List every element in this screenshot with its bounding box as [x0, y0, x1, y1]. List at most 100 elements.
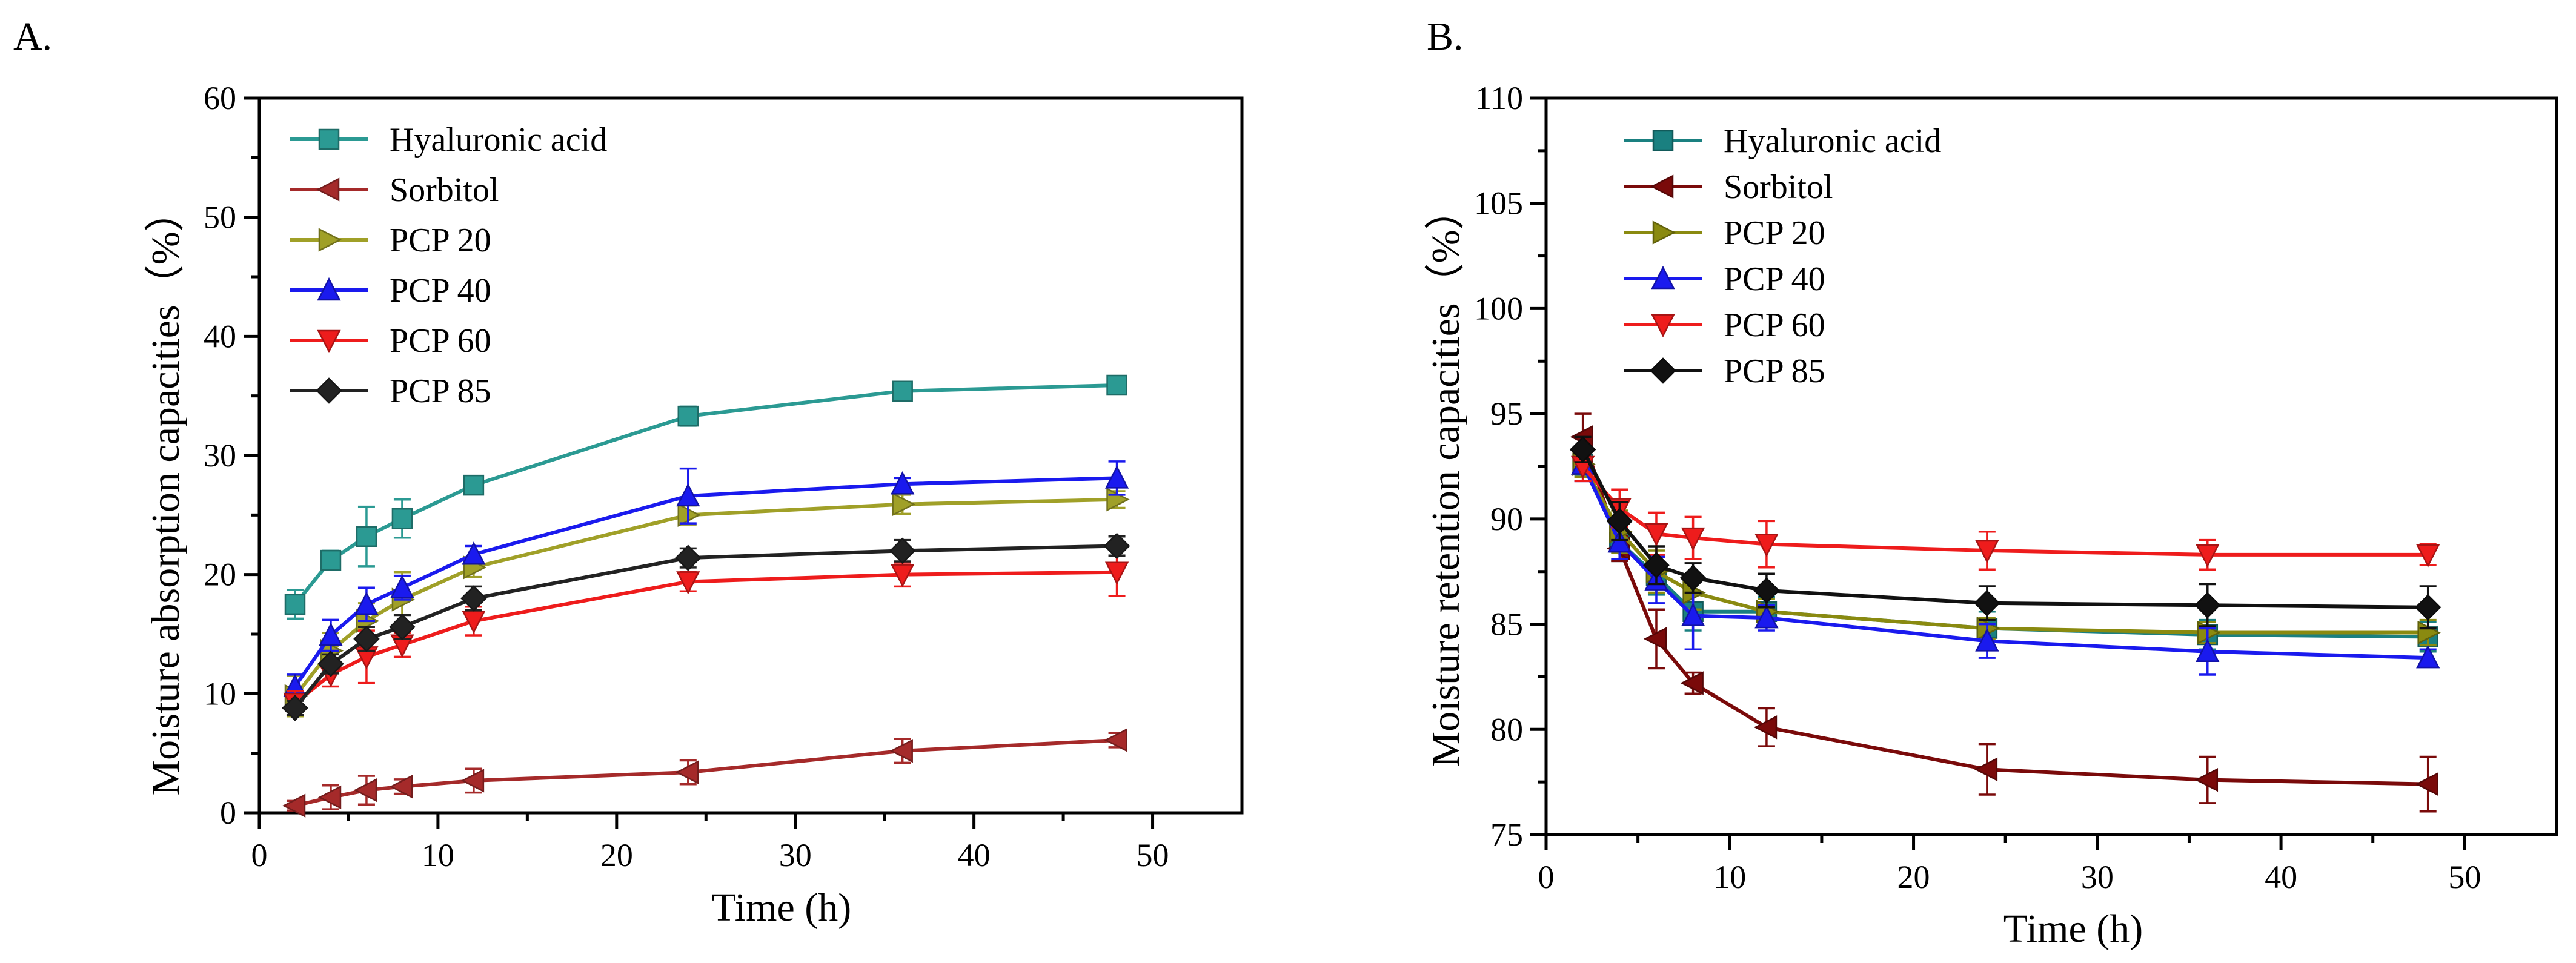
- legend-label: PCP 85: [1724, 352, 1825, 390]
- data-point: [2414, 594, 2442, 621]
- legend-label: PCP 40: [1724, 260, 1825, 298]
- legend-label: Sorbitol: [1724, 168, 1833, 206]
- data-point: [891, 471, 915, 495]
- legend-marker: [318, 228, 342, 252]
- data-point: [1975, 628, 1999, 652]
- legend-label: Hyaluronic acid: [1724, 122, 1941, 160]
- legend-label: PCP 60: [390, 322, 491, 360]
- legend-marker: [1652, 220, 1676, 245]
- panel-b-plot: 0 10 20 30 40 50 75 80 85 90 95 100 105 110 Hyaluronic…: [1474, 80, 2558, 895]
- x-tick-label: 0: [251, 837, 268, 873]
- legend-label: PCP 85: [390, 372, 491, 410]
- data-point: [389, 775, 413, 799]
- data-point: [1607, 529, 1632, 553]
- y-tick-label: 40: [204, 318, 236, 354]
- data-point: [463, 474, 485, 496]
- data-point: [891, 564, 915, 587]
- series-line: [1581, 463, 2428, 635]
- data-point: [317, 650, 344, 677]
- data-point: [1569, 436, 1596, 463]
- x-tick-label: 50: [1137, 837, 1169, 873]
- y-tick-label: 110: [1475, 80, 1523, 116]
- data-point: [1104, 728, 1127, 752]
- y-tick-label: 0: [220, 795, 236, 831]
- x-tick-label: 40: [2265, 859, 2297, 895]
- x-tick-label: 20: [1897, 859, 1930, 895]
- series-pcp-85: [282, 532, 1130, 721]
- data-point: [389, 614, 416, 640]
- y-tick-label: 20: [204, 557, 236, 593]
- series-line: [293, 497, 1117, 698]
- data-point: [353, 626, 380, 652]
- data-point: [282, 793, 306, 818]
- legend-marker: [1651, 314, 1675, 338]
- x-tick-label: 30: [2081, 859, 2114, 895]
- legend-marker: [1652, 130, 1674, 151]
- data-point: [1680, 671, 1704, 695]
- data-point: [462, 541, 486, 565]
- x-tick-label: 20: [600, 837, 633, 873]
- data-point: [1104, 465, 1129, 489]
- data-point: [1974, 590, 2000, 617]
- series-pcp-40: [283, 460, 1129, 700]
- legend-label: Hyaluronic acid: [390, 121, 607, 159]
- data-point: [319, 622, 343, 646]
- data-point: [1974, 757, 1998, 781]
- data-point: [356, 526, 377, 547]
- data-point: [1106, 374, 1127, 396]
- data-point: [320, 549, 342, 571]
- y-tick-label: 95: [1490, 395, 1523, 432]
- data-point: [676, 483, 700, 507]
- series-line: [1581, 465, 2428, 557]
- data-point: [1606, 508, 1633, 535]
- series-line: [1581, 448, 2428, 609]
- data-point: [1753, 577, 1780, 604]
- data-point: [353, 778, 377, 802]
- y-tick-label: 10: [204, 675, 236, 712]
- y-tick-label: 90: [1490, 501, 1523, 537]
- series-line: [293, 476, 1117, 688]
- x-tick-label: 40: [958, 837, 991, 873]
- x-tick-label: 30: [779, 837, 812, 873]
- data-point: [1643, 552, 1670, 579]
- data-point: [2194, 592, 2221, 619]
- data-point: [2416, 544, 2440, 568]
- data-point: [1643, 627, 1667, 651]
- data-point: [1754, 534, 1779, 557]
- legend-marker: [1650, 357, 1676, 384]
- series-line: [1581, 436, 2428, 786]
- data-point: [1681, 603, 1705, 626]
- data-point: [2415, 772, 2438, 796]
- data-point: [676, 571, 700, 595]
- data-point: [892, 492, 915, 517]
- data-point: [1975, 540, 1999, 564]
- y-tick-label: 75: [1490, 816, 1523, 853]
- data-point: [317, 785, 342, 810]
- panel-b-y-axis-label: Moisture retention capacities（%）: [1424, 190, 1468, 767]
- legend-label: Sorbitol: [390, 171, 499, 209]
- data-point: [892, 380, 913, 402]
- y-tick-label: 105: [1474, 185, 1523, 222]
- legend-label: PCP 40: [390, 272, 491, 309]
- data-point: [675, 544, 702, 571]
- panel-a-plot: 0 10 20 30 40 50 0 10 20 30 40 50 60 Hyaluronic acid S…: [204, 80, 1244, 873]
- legend-marker: [1651, 265, 1675, 290]
- panel-label-b: B.: [1427, 15, 1464, 59]
- legend-marker: [316, 177, 340, 202]
- data-point: [391, 508, 413, 529]
- data-point: [282, 695, 308, 721]
- x-tick-label: 10: [422, 837, 454, 873]
- y-tick-label: 100: [1474, 290, 1523, 326]
- data-point: [354, 591, 379, 615]
- legend-marker: [1650, 174, 1674, 199]
- y-tick-label: 50: [204, 199, 236, 236]
- data-point: [2196, 544, 2220, 568]
- data-point: [1644, 523, 1668, 547]
- panel-b-x-axis-label: Time (h): [2003, 907, 2143, 951]
- legend-marker: [317, 277, 341, 301]
- series-sorbitol: [282, 728, 1127, 818]
- series-hyaluronic-acid: [284, 374, 1127, 620]
- panel-a-x-axis-label: Time (h): [712, 885, 851, 930]
